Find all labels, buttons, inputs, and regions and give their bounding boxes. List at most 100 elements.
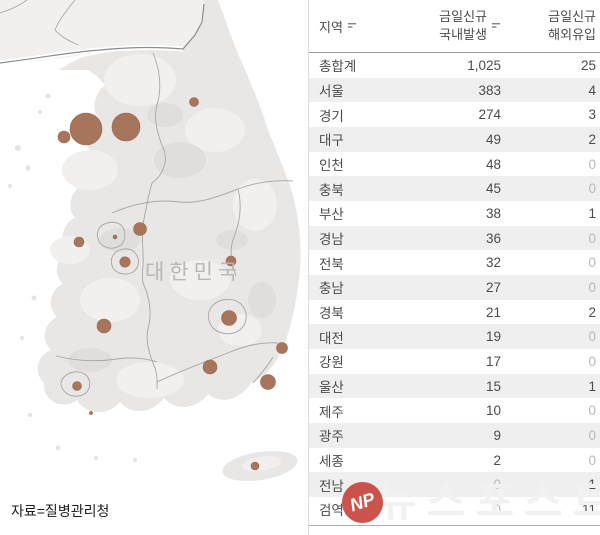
table-row[interactable]: 경북 21 2 xyxy=(309,300,600,325)
table-row[interactable]: 대전 19 0 xyxy=(309,324,600,350)
column-header-domestic[interactable]: 금일신규 국내발생 xyxy=(393,8,501,43)
cell-imported: 0 xyxy=(588,403,596,419)
case-bubble-경기[interactable] xyxy=(111,112,141,142)
table-row[interactable]: 인천 48 0 xyxy=(309,152,600,177)
case-bubble-강원[interactable] xyxy=(189,97,199,107)
map-canvas xyxy=(0,0,301,482)
cell-region: 인천 xyxy=(319,158,344,174)
cell-imported: 0 xyxy=(588,427,596,443)
sort-icon[interactable] xyxy=(347,21,357,31)
table-row[interactable]: 울산 15 1 xyxy=(309,373,600,399)
cell-domestic: 9 xyxy=(493,427,501,443)
case-bubble-광주[interactable] xyxy=(72,381,82,391)
map-jeju-island xyxy=(222,450,298,482)
case-bubble-대전[interactable] xyxy=(119,256,131,268)
case-bubble-부산[interactable] xyxy=(260,374,276,390)
case-bubbles xyxy=(57,97,288,471)
cell-region: 서울 xyxy=(319,84,344,99)
map-islands xyxy=(8,93,137,462)
case-bubble-경북[interactable] xyxy=(225,255,237,267)
cell-imported: 0 xyxy=(588,230,596,246)
case-bubble-제주[interactable] xyxy=(250,461,260,471)
cell-domestic: 0 xyxy=(493,477,501,493)
table-row[interactable]: 경기 274 3 xyxy=(309,102,600,127)
case-bubble-울산[interactable] xyxy=(276,342,288,354)
map-terrain-dark xyxy=(68,103,276,372)
table-row[interactable]: 전북 32 0 xyxy=(309,250,600,275)
table-row[interactable]: 서울 383 4 xyxy=(309,77,600,103)
table-row[interactable]: 세종 2 0 xyxy=(309,448,600,473)
table-header: 지역 금일신규 국내발생 금일신규 해외유입 xyxy=(309,0,600,53)
panel-divider xyxy=(308,0,309,535)
column-header-imported[interactable]: 금일신규 해외유입 xyxy=(501,8,596,43)
cell-imported: 4 xyxy=(588,82,596,98)
cell-domestic: 19 xyxy=(485,329,501,345)
cell-region: 전북 xyxy=(319,256,344,272)
cell-imported: 3 xyxy=(588,107,596,123)
news-watermark-logo-label: NP xyxy=(347,488,378,516)
cell-imported: 2 xyxy=(588,304,596,320)
map-borders-north xyxy=(0,0,79,46)
cell-domestic: 27 xyxy=(485,279,501,295)
cell-imported: 2 xyxy=(588,131,596,147)
cell-domestic: 274 xyxy=(478,107,501,123)
case-bubble-충남[interactable] xyxy=(73,236,85,248)
cell-imported: 1 xyxy=(588,378,596,394)
cell-domestic: 21 xyxy=(485,304,501,320)
cell-region: 경남 xyxy=(319,232,344,248)
column-header-domestic-line1: 금일신규 xyxy=(439,9,487,25)
table-row[interactable]: 충북 45 0 xyxy=(309,176,600,202)
column-header-region[interactable]: 지역 xyxy=(309,17,393,36)
case-bubble-경남[interactable] xyxy=(202,359,218,375)
cell-imported: 0 xyxy=(588,452,596,468)
column-header-region-label: 지역 xyxy=(319,19,343,35)
source-caption: 자료=질병관리청 xyxy=(11,503,110,519)
korea-bubble-map[interactable]: 대한민국 자료=질병관리청 xyxy=(0,0,309,535)
cell-imported: 1 xyxy=(588,477,596,493)
cell-domestic: 17 xyxy=(485,353,501,369)
case-bubble-충북[interactable] xyxy=(133,222,147,236)
case-bubble-서울[interactable] xyxy=(69,112,103,146)
table-row[interactable]: 부산 38 1 xyxy=(309,201,600,226)
cell-domestic: 383 xyxy=(478,82,501,98)
table-body: 총합계 1,025 25 서울 383 4 경기 274 3 대구 49 2 인천 48 0 충북 45 0 부산 3… xyxy=(309,53,600,526)
case-bubble-인천[interactable] xyxy=(57,130,71,144)
cell-region: 광주 xyxy=(319,429,344,445)
map-dmz-border xyxy=(0,3,205,64)
cell-region: 충북 xyxy=(319,182,344,198)
table-row[interactable]: 제주 10 0 xyxy=(309,398,600,423)
table-row[interactable]: 검역 0 11 xyxy=(309,497,600,522)
case-bubble-전남[interactable] xyxy=(89,411,93,415)
region-case-table: 지역 금일신규 국내발생 금일신규 해외유입 xyxy=(309,0,600,535)
cell-region: 전남 xyxy=(319,478,344,494)
cell-imported: 0 xyxy=(588,181,596,197)
table-row[interactable]: 경남 36 0 xyxy=(309,225,600,251)
cell-imported: 0 xyxy=(588,329,596,345)
cell-domestic: 0 xyxy=(493,501,501,517)
table-row[interactable]: 강원 17 0 xyxy=(309,349,600,374)
case-bubble-세종[interactable] xyxy=(112,234,118,240)
sort-icon[interactable] xyxy=(492,21,501,31)
news-watermark-logo: NP xyxy=(342,482,383,523)
cell-domestic: 32 xyxy=(485,255,501,271)
cell-imported: 11 xyxy=(581,501,596,517)
table-row[interactable]: 총합계 1,025 25 xyxy=(309,53,600,78)
cell-domestic: 2 xyxy=(493,452,501,468)
cell-imported: 0 xyxy=(588,353,596,369)
cell-region: 제주 xyxy=(319,404,344,420)
cell-region: 부산 xyxy=(319,207,344,223)
cell-region: 강원 xyxy=(319,355,344,371)
table-row[interactable]: 광주 9 0 xyxy=(309,423,600,448)
column-header-imported-line2: 해외유입 xyxy=(548,27,596,42)
table-row[interactable]: 충남 27 0 xyxy=(309,275,600,300)
case-bubble-대구[interactable] xyxy=(221,310,237,326)
cell-domestic: 45 xyxy=(485,181,501,197)
cell-domestic: 15 xyxy=(485,378,501,394)
cell-domestic: 36 xyxy=(485,230,501,246)
cell-imported: 1 xyxy=(588,205,596,221)
case-bubble-전북[interactable] xyxy=(96,318,112,334)
table-row[interactable]: 대구 49 2 xyxy=(309,127,600,152)
column-header-domestic-line2: 국내발생 xyxy=(439,27,487,42)
cell-imported: 25 xyxy=(580,57,596,73)
cell-domestic: 10 xyxy=(485,403,501,419)
